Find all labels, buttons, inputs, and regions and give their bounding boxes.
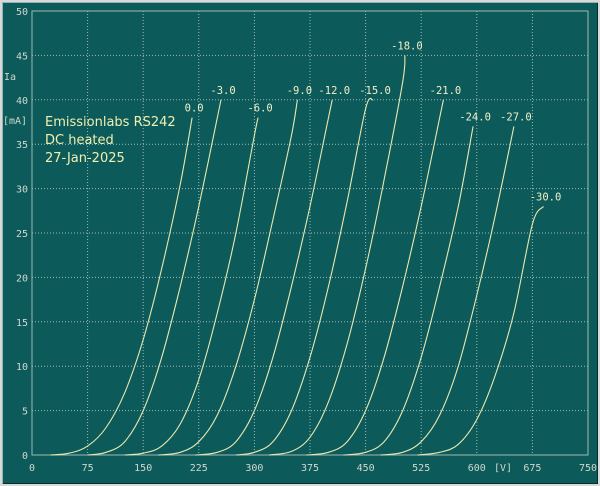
curve-label: -30.0 xyxy=(530,191,562,203)
y-axis-label-ia: Ia xyxy=(4,72,16,83)
curve--30.0 xyxy=(417,206,544,456)
y-axis-label-ma: [mA] xyxy=(3,116,27,127)
curve-0.0 xyxy=(50,117,193,456)
x-tick-label: 525 xyxy=(412,463,430,474)
y-tick-label: 45 xyxy=(16,51,28,62)
y-axis-ticks: 0 5 10 15 20 25 30 35 40 45 50 xyxy=(16,7,28,462)
y-tick-label: 5 xyxy=(22,407,28,418)
y-tick-label: 25 xyxy=(16,229,28,240)
y-tick-label: 10 xyxy=(16,362,28,373)
x-axis-label: [V] xyxy=(494,463,512,474)
y-tick-label: 50 xyxy=(16,7,28,18)
curve--6.0 xyxy=(124,117,259,456)
annotation-heating: DC heated xyxy=(45,133,114,148)
x-axis-ticks: 0 75 150 225 300 375 450 525 600 675 750 xyxy=(29,463,597,474)
curve--12.0 xyxy=(195,99,333,456)
curve--9.0 xyxy=(157,99,298,456)
x-tick-label: 75 xyxy=(82,463,94,474)
x-tick-label: 150 xyxy=(134,463,152,474)
x-tick-label: 600 xyxy=(468,463,486,474)
y-tick-label: 30 xyxy=(16,185,28,196)
x-tick-label: 0 xyxy=(29,463,35,474)
curve-label: -18.0 xyxy=(391,40,423,52)
curve--27.0 xyxy=(380,126,515,456)
curve-label: -6.0 xyxy=(247,103,272,115)
curve-labels: 0.0 -3.0 -6.0 -9.0 -12.0 -15.0 -18.0 -21.0 -24.0… xyxy=(185,40,562,203)
curves xyxy=(50,55,544,456)
y-tick-label: 40 xyxy=(16,96,28,107)
annotation-tube: Emissionlabs RS242 xyxy=(45,115,176,130)
curve-label: -12.0 xyxy=(318,85,350,97)
annotation-date: 27-Jan-2025 xyxy=(45,151,125,166)
curve-label: -21.0 xyxy=(430,85,462,97)
curve-label: 0.0 xyxy=(185,103,204,115)
curve-label: -15.0 xyxy=(359,85,391,97)
curve--24.0 xyxy=(343,126,474,456)
curve--21.0 xyxy=(306,99,444,456)
curve--18.0 xyxy=(269,55,406,456)
x-tick-label: 300 xyxy=(245,463,263,474)
x-tick-label: 225 xyxy=(190,463,208,474)
x-tick-label: 750 xyxy=(579,463,597,474)
x-tick-label: 450 xyxy=(357,463,375,474)
y-tick-label: 20 xyxy=(16,273,28,284)
curve--15.0 xyxy=(235,97,374,456)
curve-label: -3.0 xyxy=(210,85,235,97)
grid xyxy=(31,10,589,456)
x-tick-label: 375 xyxy=(301,463,319,474)
x-tick-label: 675 xyxy=(523,463,541,474)
curve--3.0 xyxy=(87,99,222,456)
curve-label: -24.0 xyxy=(459,111,491,123)
y-tick-label: 0 xyxy=(22,451,28,462)
curve-label: -27.0 xyxy=(500,111,532,123)
curve-label: -9.0 xyxy=(287,85,312,97)
y-tick-label: 35 xyxy=(16,140,28,151)
y-tick-label: 15 xyxy=(16,318,28,329)
